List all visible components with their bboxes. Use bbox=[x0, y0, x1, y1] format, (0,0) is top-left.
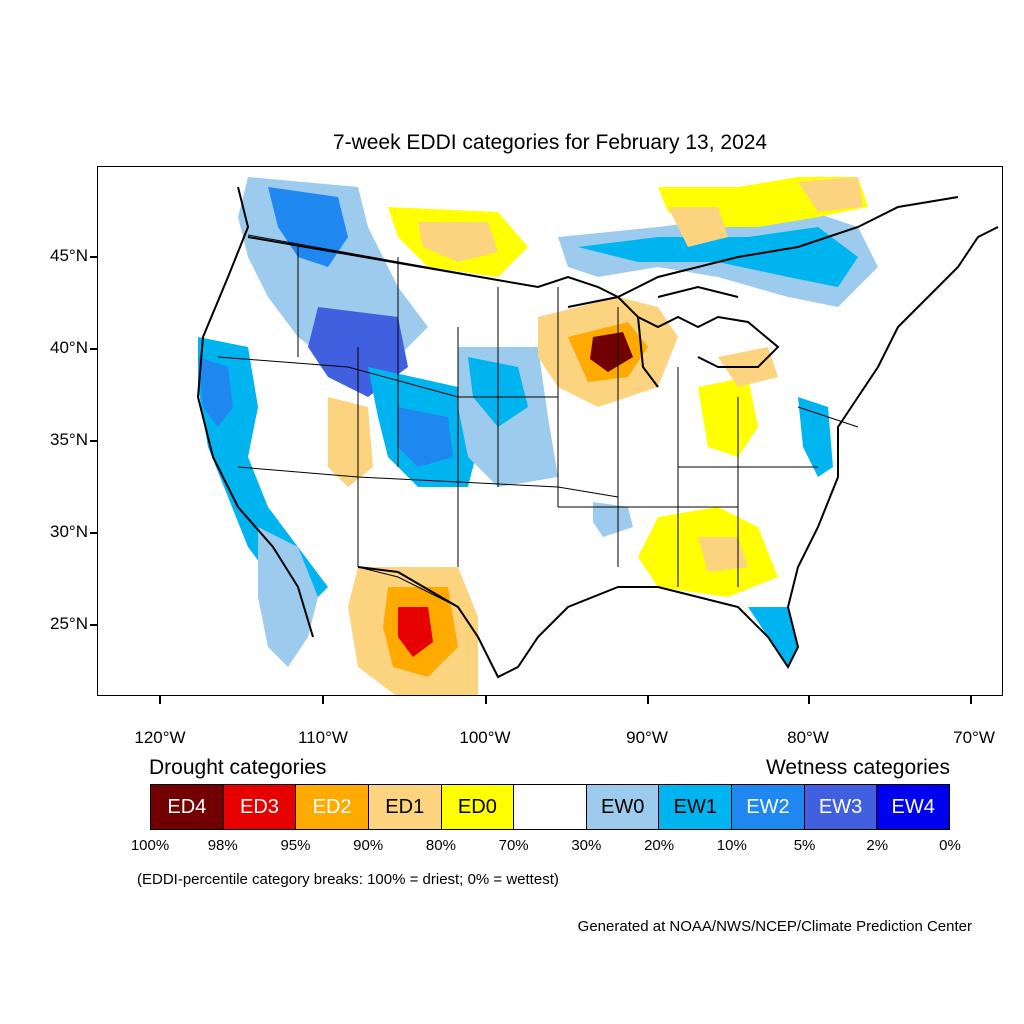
lat-tick bbox=[90, 348, 98, 350]
category-regions bbox=[198, 177, 878, 695]
lon-tick bbox=[159, 696, 161, 704]
percent-break-label: 80% bbox=[425, 837, 456, 854]
credit-line: Generated at NOAA/NWS/NCEP/Climate Predi… bbox=[577, 918, 972, 935]
wet-region-baja bbox=[258, 527, 318, 667]
percent-break-label: 20% bbox=[644, 837, 675, 854]
drought-region-canada-east-core bbox=[668, 207, 728, 247]
percent-break-label: 70% bbox=[498, 837, 529, 854]
percent-break-label: 90% bbox=[353, 837, 384, 854]
lon-label: 100°W bbox=[459, 728, 511, 747]
percent-break-label: 2% bbox=[866, 837, 889, 854]
eddi-map bbox=[196, 177, 999, 695]
lat-tick bbox=[90, 624, 98, 626]
wet-region-northwest-core bbox=[268, 187, 348, 267]
legend-swatch-ew0: EW0 bbox=[586, 785, 660, 829]
legend-swatch-ed1: ED1 bbox=[368, 785, 442, 829]
wet-region-florida bbox=[748, 607, 798, 667]
lon-tick bbox=[322, 696, 324, 704]
wet-region-arkansas bbox=[593, 502, 633, 537]
percent-break-label: 10% bbox=[716, 837, 747, 854]
category-legend-bar: ED4 ED3 ED2 ED1 ED0 EW0 EW1 EW2 EW3 EW4 bbox=[150, 784, 950, 830]
drought-region-ohio bbox=[698, 377, 758, 457]
category-breaks-note: (EDDI-percentile category breaks: 100% =… bbox=[137, 871, 559, 888]
lat-label: 45°N bbox=[50, 246, 88, 265]
drought-categories-heading: Drought categories bbox=[149, 756, 327, 779]
percent-break-label: 100% bbox=[130, 837, 170, 854]
legend-swatch-ed2: ED2 bbox=[296, 785, 369, 829]
wet-region-northeast-core bbox=[578, 227, 858, 287]
lon-tick bbox=[808, 696, 810, 704]
lat-label: 40°N bbox=[50, 338, 88, 357]
legend-swatch-ed0: ED0 bbox=[441, 785, 515, 829]
legend-swatch-ew4: EW4 bbox=[877, 785, 950, 829]
lon-tick bbox=[970, 696, 972, 704]
legend-swatch-ed4: ED4 bbox=[151, 785, 224, 829]
state-boundaries bbox=[217, 234, 859, 608]
lat-label: 35°N bbox=[50, 430, 88, 449]
percent-break-label: 0% bbox=[939, 837, 961, 854]
lon-label: 70°W bbox=[953, 728, 995, 747]
lat-tick bbox=[90, 440, 98, 442]
legend-swatch-ew1: EW1 bbox=[659, 785, 733, 829]
lat-label: 30°N bbox=[50, 522, 88, 541]
lon-label: 120°W bbox=[134, 728, 186, 747]
percent-break-label: 98% bbox=[207, 837, 238, 854]
drought-region-north-core bbox=[418, 222, 498, 262]
map-title: 7-week EDDI categories for February 13, … bbox=[332, 131, 768, 154]
wet-region-california-core bbox=[198, 357, 233, 427]
legend-swatch-neutral bbox=[514, 785, 587, 829]
lat-label: 25°N bbox=[50, 614, 88, 633]
lon-label: 90°W bbox=[626, 728, 668, 747]
lon-tick bbox=[485, 696, 487, 704]
legend-swatch-ew2: EW2 bbox=[732, 785, 805, 829]
lat-tick bbox=[90, 532, 98, 534]
drought-region-canada-ne-core bbox=[798, 177, 863, 212]
drought-region-southwest bbox=[328, 397, 373, 487]
drought-region-southeast-core bbox=[698, 537, 748, 572]
drought-region-wisconsin bbox=[590, 332, 633, 372]
coastlines bbox=[196, 186, 999, 679]
drought-region-texas-extreme bbox=[398, 607, 433, 657]
legend-swatch-ew3: EW3 bbox=[804, 785, 878, 829]
legend-swatch-ed3: ED3 bbox=[223, 785, 297, 829]
wetness-categories-heading: Wetness categories bbox=[765, 756, 950, 779]
wet-region-mid-atlantic bbox=[798, 397, 833, 477]
percent-break-label: 95% bbox=[280, 837, 311, 854]
percent-break-label: 30% bbox=[571, 837, 602, 854]
lon-label: 80°W bbox=[787, 728, 829, 747]
lon-tick bbox=[647, 696, 649, 704]
lon-label: 110°W bbox=[298, 728, 348, 747]
wet-region-rockies-core bbox=[398, 407, 453, 467]
percent-break-label: 5% bbox=[793, 837, 816, 854]
map-panel bbox=[97, 166, 1003, 696]
lat-tick bbox=[90, 256, 98, 258]
